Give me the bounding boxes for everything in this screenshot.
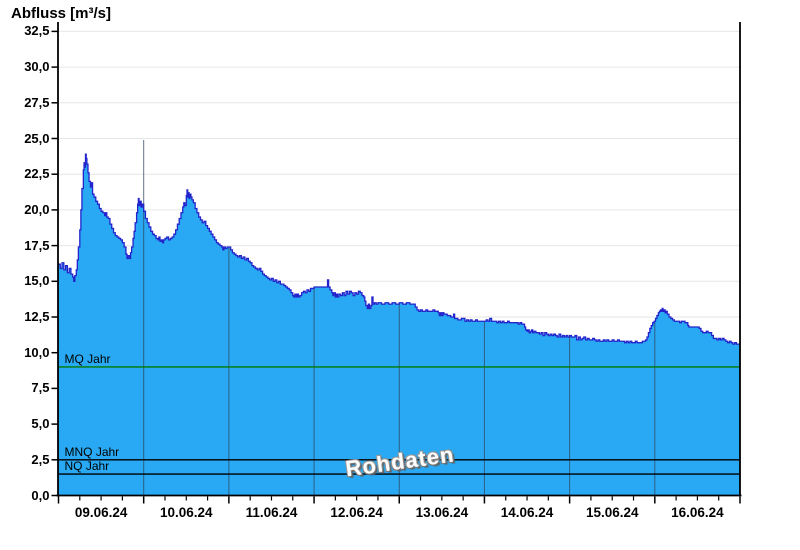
chart-title: Abfluss [m³/s]	[11, 5, 112, 22]
y-axis-tick-label: 25,0	[24, 130, 50, 146]
y-axis-tick-label: 0,0	[31, 487, 50, 503]
mnq-jahr-label: MNQ Jahr	[64, 444, 120, 459]
y-axis-tick-label: 27,5	[24, 94, 50, 110]
mq-jahr-label: MQ Jahr	[64, 351, 111, 366]
x-axis-date-label: 14.06.24	[500, 504, 554, 520]
x-axis-date-label: 11.06.24	[245, 504, 298, 520]
x-axis-date-label: 10.06.24	[160, 504, 213, 520]
x-axis-date-label: 12.06.24	[330, 504, 383, 520]
x-axis-date-label: 16.06.24	[671, 504, 724, 520]
y-axis-tick-label: 17,5	[24, 237, 50, 253]
y-axis-tick-label: 5,0	[31, 416, 50, 432]
x-axis-date-label: 15.06.24	[585, 504, 639, 520]
y-axis-tick-label: 30,0	[24, 59, 50, 75]
y-axis-tick-label: 32,5	[24, 23, 50, 39]
x-axis-date-label: 09.06.24	[74, 504, 128, 520]
x-axis-date-label: 13.06.24	[415, 504, 469, 520]
y-axis-tick-label: 22,5	[24, 166, 50, 182]
y-axis-tick-label: 12,5	[24, 309, 50, 324]
nq-jahr-label: NQ Jahr	[64, 459, 110, 474]
y-axis-tick-label: 2,5	[31, 451, 50, 467]
y-axis-tick-label: 7,5	[31, 380, 50, 396]
y-axis-tick-label: 20,0	[24, 201, 50, 217]
y-axis-tick-label: 15,0	[24, 273, 50, 289]
y-axis-tick-label: 10,0	[24, 344, 50, 360]
